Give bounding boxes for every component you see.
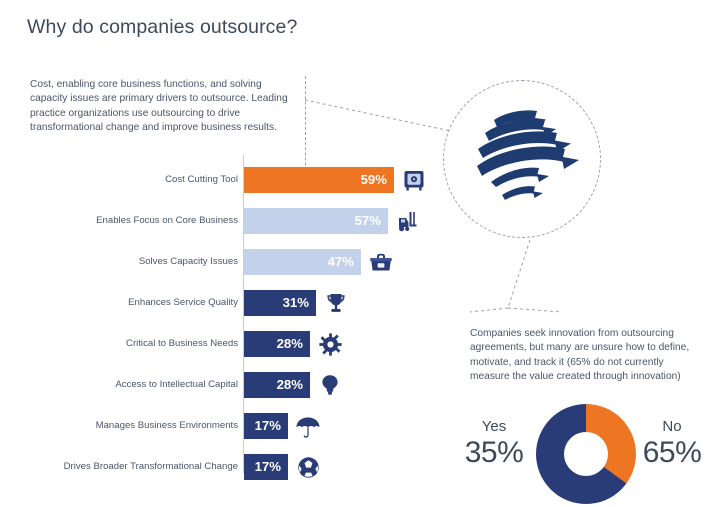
bar-track: 47% (243, 249, 424, 275)
donut-hole (564, 432, 608, 476)
bar-row: Solves Capacity Issues 47% (24, 249, 424, 275)
bar-track: 17% (243, 413, 424, 439)
globe-ball-icon (295, 455, 321, 479)
bar-value: 17% (254, 459, 281, 475)
intro-paragraph: Cost, enabling core business functions, … (30, 79, 288, 133)
bar-track: 57% (243, 208, 424, 234)
innovation-caption: Companies seek innovation from outsourci… (470, 328, 690, 382)
bar-row: Enables Focus on Core Business 57% (24, 208, 424, 234)
bar-value: 28% (276, 336, 303, 352)
bar-value: 59% (360, 172, 387, 188)
donut-legend-no: No 65% (630, 418, 714, 470)
bar-fill[interactable]: 57% (244, 208, 388, 234)
bar-fill[interactable]: 17% (244, 413, 288, 439)
bar-value: 17% (254, 418, 281, 434)
connector-line-lower (469, 239, 563, 313)
bar-fill[interactable]: 28% (244, 331, 310, 357)
toolbox-icon (368, 250, 394, 274)
bar-fill[interactable]: 17% (244, 454, 288, 480)
bar-label: Drives Broader Transformational Change (63, 461, 238, 472)
bar-row: Manages Business Environments 17% (24, 413, 424, 439)
lightbulb-icon (317, 373, 343, 397)
bar-label: Solves Capacity Issues (138, 256, 238, 267)
bar-row: Cost Cutting Tool 59% (24, 167, 424, 193)
bar-fill[interactable]: 28% (244, 372, 310, 398)
bar-row: Drives Broader Transformational Change 1… (24, 454, 424, 480)
bar-track: 17% (243, 454, 424, 480)
bar-label: Enables Focus on Core Business (96, 215, 238, 226)
bar-label: Access to Intellectual Capital (115, 379, 238, 390)
bar-fill[interactable]: 31% (244, 290, 316, 316)
connector-line-vertical (305, 76, 306, 191)
donut-no-label: No (662, 418, 682, 435)
bar-label: Cost Cutting Tool (165, 174, 238, 185)
donut-legend-yes: Yes 35% (452, 418, 536, 470)
bar-track: 28% (243, 331, 424, 357)
bar-track: 28% (243, 372, 424, 398)
safe-icon (401, 168, 427, 192)
bar-track: 59% (243, 167, 424, 193)
bar-label: Critical to Business Needs (126, 338, 238, 349)
gear-icon (317, 332, 343, 356)
donut-no-value: 65% (642, 436, 702, 469)
globe-arrows-logo (443, 80, 601, 238)
donut-yes-label: Yes (481, 418, 507, 435)
bar-chart: Cost Cutting Tool 59% Enables Focus on C… (24, 155, 424, 480)
bar-row: Critical to Business Needs 28% (24, 331, 424, 357)
forklift-icon (395, 209, 421, 233)
umbrella-icon (295, 415, 321, 439)
bar-track: 31% (243, 290, 424, 316)
bar-value: 57% (354, 213, 381, 229)
bar-fill[interactable]: 59% (244, 167, 394, 193)
page-title: Why do companies outsource? (27, 16, 298, 38)
bar-value: 47% (327, 254, 354, 270)
bar-label: Manages Business Environments (95, 420, 238, 431)
bar-fill[interactable]: 47% (244, 249, 361, 275)
donut-yes-value: 35% (464, 436, 524, 469)
bar-value: 28% (276, 377, 303, 393)
globe-arrows-icon (477, 110, 579, 200)
bar-label: Enhances Service Quality (128, 297, 238, 308)
trophy-icon (323, 291, 349, 315)
donut-chart (536, 404, 636, 504)
chart-axis-line (243, 155, 244, 473)
bar-row: Access to Intellectual Capital 28% (24, 372, 424, 398)
bar-row: Enhances Service Quality 31% (24, 290, 424, 316)
bar-value: 31% (282, 295, 309, 311)
